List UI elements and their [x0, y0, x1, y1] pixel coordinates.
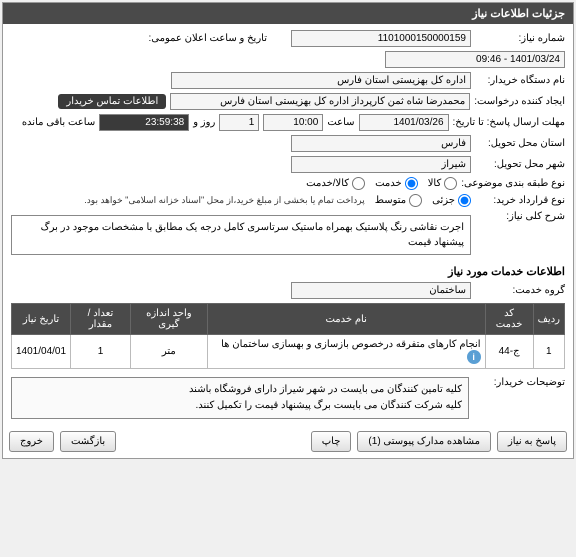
city-label: شهر محل تحویل: [475, 159, 565, 170]
deadline-time-input [263, 114, 323, 131]
contact-info-button[interactable]: اطلاعات تماس خریدار [58, 94, 166, 109]
info-icon[interactable]: i [467, 350, 481, 364]
desc-label: شرح کلی نیاز: [475, 211, 565, 222]
services-table: ردیف کد خدمت نام خدمت واحد اندازه گیری ت… [11, 303, 565, 369]
days-input [219, 114, 259, 131]
table-header-row: ردیف کد خدمت نام خدمت واحد اندازه گیری ت… [12, 304, 565, 335]
remaining-label: ساعت باقی مانده [22, 117, 95, 128]
print-button[interactable]: چاپ [311, 431, 352, 452]
need-no-input [291, 30, 471, 47]
subject-radio-service[interactable]: خدمت [375, 177, 418, 190]
requester-label: ایجاد کننده درخواست: [474, 96, 565, 107]
buyer-notes-line2: کلیه شرکت کنندگان می بایست برگ پیشنهاد ق… [18, 398, 462, 414]
buyer-org-input [171, 72, 471, 89]
exit-button[interactable]: خروج [9, 431, 54, 452]
countdown-input [99, 114, 189, 131]
deadline-label: مهلت ارسال پاسخ: تا تاریخ: [453, 117, 565, 128]
time-label-1: ساعت [327, 117, 354, 128]
table-row: 1 ج-44 انجام کارهای متفرقه درخصوص بازساز… [12, 335, 565, 369]
col-name: نام خدمت [207, 304, 485, 335]
subject-radio-service-label: خدمت [375, 178, 402, 189]
back-button[interactable]: بازگشت [60, 431, 116, 452]
announce-date-input [385, 51, 565, 68]
requester-input [170, 93, 470, 110]
cell-qty: 1 [71, 335, 131, 369]
col-unit: واحد اندازه گیری [130, 304, 207, 335]
payment-type-radios: جزئی متوسط [375, 194, 471, 207]
service-group-input [291, 282, 471, 299]
reply-button[interactable]: پاسخ به نیاز [497, 431, 567, 452]
col-code: کد خدمت [485, 304, 533, 335]
col-idx: ردیف [533, 304, 564, 335]
payment-type-label: نوع قرارداد خرید: [475, 195, 565, 206]
province-input [291, 135, 471, 152]
subject-radio-goods-label: کالا [428, 178, 442, 189]
col-qty: تعداد / مقدار [71, 304, 131, 335]
col-date: تاریخ نیاز [12, 304, 71, 335]
deadline-date-input [359, 114, 449, 131]
attachments-button[interactable]: مشاهده مدارک پیوستی (1) [357, 431, 491, 452]
city-input [291, 156, 471, 173]
province-label: استان محل تحویل: [475, 138, 565, 149]
need-no-label: شماره نیاز: [475, 33, 565, 44]
payment-radio-partial[interactable]: جزئی [432, 194, 471, 207]
service-group-label: گروه خدمت: [475, 285, 565, 296]
buyer-org-label: نام دستگاه خریدار: [475, 75, 565, 86]
cell-idx: 1 [533, 335, 564, 369]
subject-type-label: نوع طبقه بندی موضوعی: [461, 178, 565, 189]
desc-box: اجرت نقاشی رنگ پلاستیک بهمراه ماستیک سرت… [11, 215, 471, 255]
form-area: شماره نیاز: تاریخ و ساعت اعلان عمومی: نا… [3, 24, 573, 425]
announce-date-label: تاریخ و ساعت اعلان عمومی: [149, 33, 268, 44]
services-info-title: اطلاعات خدمات مورد نیاز [11, 265, 565, 278]
cell-unit: متر [130, 335, 207, 369]
action-bar: پاسخ به نیاز مشاهده مدارک پیوستی (1) چاپ… [3, 425, 573, 458]
need-details-panel: جزئیات اطلاعات نیاز شماره نیاز: تاریخ و … [2, 2, 574, 459]
cell-name-text: انجام کارهای متفرقه درخصوص بازسازی و بهس… [221, 339, 480, 350]
cell-name: انجام کارهای متفرقه درخصوص بازسازی و بهس… [207, 335, 485, 369]
subject-type-radios: کالا خدمت کالا/خدمت [306, 177, 457, 190]
day-label: روز و [193, 117, 215, 128]
subject-radio-both[interactable]: کالا/خدمت [306, 177, 365, 190]
payment-radio-partial-label: جزئی [432, 195, 455, 206]
buyer-notes-box: کلیه تامین کنندگان می بایست در شهر شیراز… [11, 377, 469, 419]
payment-radio-medium-label: متوسط [375, 195, 406, 206]
payment-radio-medium[interactable]: متوسط [375, 194, 422, 207]
buyer-notes-label: توضیحات خریدار: [475, 377, 565, 388]
cell-date: 1401/04/01 [12, 335, 71, 369]
cell-code: ج-44 [485, 335, 533, 369]
subject-radio-goods[interactable]: کالا [428, 177, 458, 190]
payment-note: پرداخت تمام یا بخشی از مبلغ خرید،از محل … [84, 195, 364, 206]
subject-radio-both-label: کالا/خدمت [306, 178, 349, 189]
buyer-notes-line1: کلیه تامین کنندگان می بایست در شهر شیراز… [18, 382, 462, 398]
panel-title: جزئیات اطلاعات نیاز [3, 3, 573, 24]
